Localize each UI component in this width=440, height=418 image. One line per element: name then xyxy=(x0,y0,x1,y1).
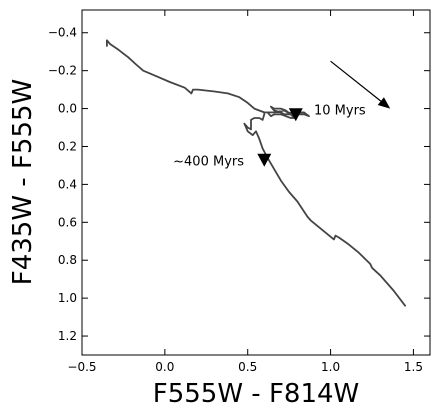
x-axis-label: F555W - F814W xyxy=(153,379,360,409)
y-tick-label-0: −0.4 xyxy=(48,26,77,40)
x-tick-label-3: 1.0 xyxy=(321,360,340,374)
x-tick-label-0: −0.5 xyxy=(67,360,96,374)
y-tick-label-7: 1.0 xyxy=(58,291,77,305)
y-tick-label-1: −0.2 xyxy=(48,64,77,78)
y-tick-label-3: 0.2 xyxy=(58,139,77,153)
y-axis-label: F435W - F555W xyxy=(8,79,38,286)
x-tick-label-4: 1.5 xyxy=(404,360,423,374)
ticks-layer: −0.5 0.0 0.5 1.0 1.5 −0.4 −0.2 0.0 0.2 0.4 0.6 0.8 1… xyxy=(48,10,430,374)
y-tick-label-8: 1.2 xyxy=(58,329,77,343)
annotation-label-1: ~400 Myrs xyxy=(173,155,244,170)
series-line-0 xyxy=(106,39,406,307)
plot-frame xyxy=(81,9,431,356)
data-layer: 10 Myrs ~400 Myrs xyxy=(106,39,406,307)
arrow-head-0 xyxy=(377,97,391,109)
annotation-label-0: 10 Myrs xyxy=(314,103,366,118)
marker-triangle-1 xyxy=(257,153,272,167)
y-tick-label-2: 0.0 xyxy=(58,102,77,116)
marker-triangle-0 xyxy=(288,108,303,122)
arrow-shaft-0 xyxy=(330,60,382,102)
x-tick-label-1: 0.0 xyxy=(155,360,174,374)
y-tick-label-5: 0.6 xyxy=(58,215,77,229)
y-tick-label-6: 0.8 xyxy=(58,253,77,267)
y-tick-label-4: 0.4 xyxy=(58,177,77,191)
x-tick-label-2: 0.5 xyxy=(238,360,257,374)
